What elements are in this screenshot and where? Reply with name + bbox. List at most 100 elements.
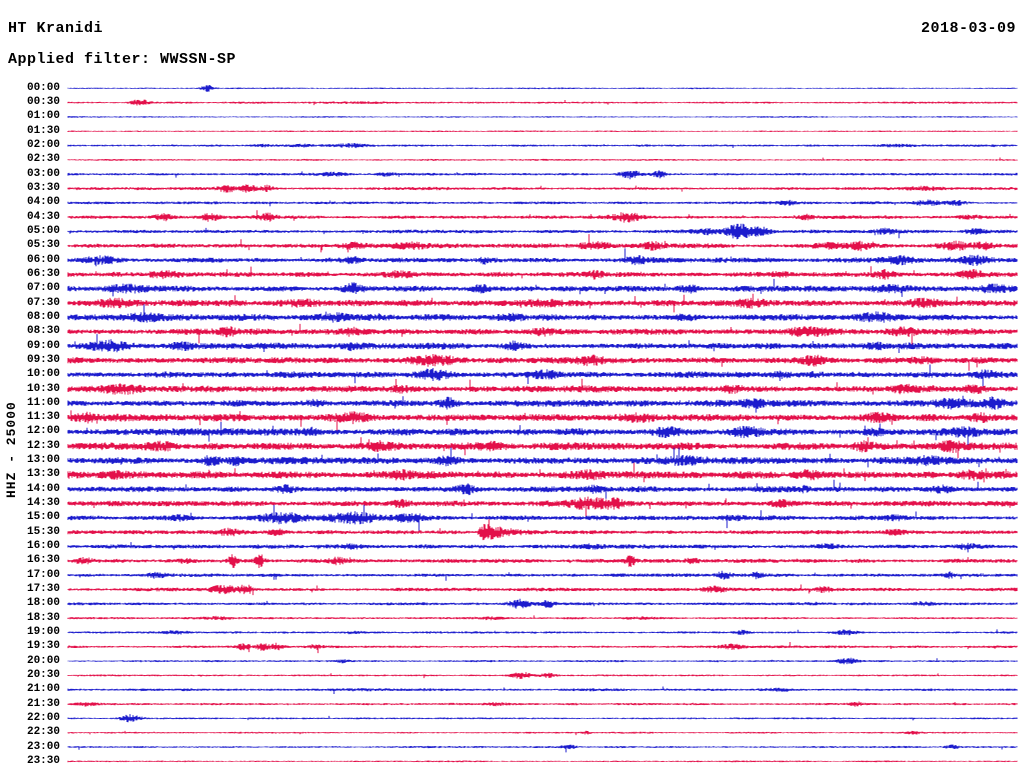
- trace-path-23:30: [67, 760, 1018, 763]
- trace-path-03:30: [67, 184, 1018, 193]
- trace-path-12:00: [67, 422, 1018, 445]
- trace-path-02:30: [67, 157, 1018, 161]
- trace-path-13:30: [67, 462, 1018, 483]
- trace-time-label: 22:00: [26, 711, 60, 724]
- trace-path-08:30: [67, 323, 1018, 345]
- trace-path-21:00: [67, 686, 1018, 694]
- trace-path-11:00: [67, 395, 1018, 413]
- trace-path-15:30: [67, 519, 1018, 541]
- helicorder: [67, 80, 1018, 772]
- trace-time-label: 00:00: [26, 81, 60, 94]
- trace-time-label: 04:00: [26, 196, 60, 209]
- trace-path-15:00: [67, 504, 1018, 531]
- trace-time-label: 03:30: [26, 182, 60, 195]
- trace-time-label: 07:00: [26, 282, 60, 295]
- trace-path-05:30: [67, 234, 1018, 253]
- trace-time-label: 20:00: [26, 654, 60, 667]
- trace-time-label: 02:30: [26, 153, 60, 166]
- trace-path-06:30: [67, 266, 1018, 280]
- trace-time-label: 21:00: [26, 683, 60, 696]
- plot-date: 2018-03-09: [920, 20, 1016, 37]
- trace-time-label: 11:30: [26, 411, 60, 424]
- trace-path-07:30: [67, 293, 1018, 313]
- trace-path-20:00: [67, 657, 1018, 665]
- trace-time-label: 13:30: [26, 468, 60, 481]
- trace-time-label: 15:30: [26, 525, 60, 538]
- trace-path-17:30: [67, 584, 1018, 596]
- trace-time-label: 17:00: [26, 568, 60, 581]
- trace-time-label: 08:30: [26, 325, 60, 338]
- trace-time-label: 08:00: [26, 310, 60, 323]
- trace-time-label: 00:30: [26, 96, 60, 109]
- trace-time-label: 18:30: [26, 611, 60, 624]
- trace-time-label: 16:00: [26, 540, 60, 553]
- trace-path-16:00: [67, 542, 1018, 553]
- trace-time-label: 12:00: [26, 425, 60, 438]
- station-name: HT Kranidi: [8, 20, 104, 37]
- trace-time-label: 23:00: [26, 740, 60, 753]
- trace-time-label: 04:30: [26, 210, 60, 223]
- trace-time-label: 16:30: [26, 554, 60, 567]
- trace-time-label: 23:30: [26, 754, 60, 767]
- trace-time-label: 11:00: [26, 396, 60, 409]
- trace-path-14:30: [67, 496, 1018, 517]
- trace-path-13:00: [67, 447, 1018, 468]
- trace-path-00:00: [67, 85, 1018, 92]
- helicorder-traces: [67, 85, 1018, 763]
- trace-path-21:30: [67, 701, 1018, 707]
- trace-time-label: 22:30: [26, 726, 60, 739]
- trace-time-label: 05:00: [26, 225, 60, 237]
- trace-path-20:30: [67, 672, 1018, 679]
- trace-path-01:30: [67, 130, 1018, 133]
- trace-path-22:00: [67, 714, 1018, 723]
- trace-time-label: 01:00: [26, 110, 60, 123]
- trace-time-label: 13:00: [26, 454, 60, 467]
- trace-time-label: 15:00: [26, 511, 60, 524]
- trace-path-14:00: [67, 479, 1018, 499]
- trace-path-18:00: [67, 598, 1018, 609]
- trace-time-label: 09:30: [26, 353, 60, 366]
- time-axis: 00:00 00:30 01:00 01:30 02:00 02:30 03:00 03:30…: [0, 0, 62, 780]
- trace-time-label: 14:30: [26, 497, 60, 510]
- trace-path-22:30: [67, 730, 1018, 736]
- trace-path-10:30: [67, 378, 1018, 395]
- applied-filter-label: Applied filter: WWSSN-SP: [8, 51, 237, 68]
- trace-time-label: 06:30: [26, 267, 60, 280]
- trace-time-label: 19:30: [26, 640, 60, 653]
- trace-path-16:30: [67, 554, 1018, 568]
- trace-time-label: 10:00: [26, 368, 60, 381]
- trace-time-label: 01:30: [26, 124, 60, 137]
- trace-path-19:30: [67, 642, 1018, 654]
- trace-time-label: 21:30: [26, 697, 60, 710]
- trace-path-09:00: [67, 334, 1018, 353]
- trace-time-label: 10:30: [26, 382, 60, 395]
- trace-path-02:00: [67, 143, 1018, 149]
- trace-path-09:30: [67, 354, 1018, 371]
- trace-time-label: 12:30: [26, 439, 60, 452]
- trace-path-00:30: [67, 99, 1018, 106]
- trace-path-08:00: [67, 304, 1018, 323]
- trace-time-label: 09:00: [26, 339, 60, 352]
- trace-time-label: 14:00: [26, 482, 60, 495]
- trace-path-12:30: [67, 437, 1018, 459]
- trace-time-label: 20:30: [26, 668, 60, 681]
- trace-time-label: 17:30: [26, 583, 60, 595]
- trace-path-07:00: [67, 278, 1018, 297]
- trace-path-04:00: [67, 199, 1018, 207]
- trace-path-23:00: [67, 744, 1018, 753]
- trace-time-label: 18:00: [26, 597, 60, 610]
- trace-path-03:00: [67, 170, 1018, 180]
- trace-time-label: 07:30: [26, 296, 60, 309]
- trace-time-label: 06:00: [26, 253, 60, 266]
- trace-path-18:30: [67, 615, 1018, 621]
- trace-path-11:30: [67, 410, 1018, 431]
- trace-path-04:30: [67, 210, 1018, 223]
- trace-path-10:00: [67, 364, 1018, 388]
- trace-time-label: 05:30: [26, 239, 60, 252]
- trace-time-label: 02:00: [26, 139, 60, 152]
- trace-time-label: 03:00: [26, 167, 60, 180]
- trace-time-label: 19:00: [26, 625, 60, 638]
- trace-path-17:00: [67, 570, 1018, 581]
- trace-path-05:00: [67, 223, 1018, 240]
- trace-path-19:00: [67, 629, 1018, 636]
